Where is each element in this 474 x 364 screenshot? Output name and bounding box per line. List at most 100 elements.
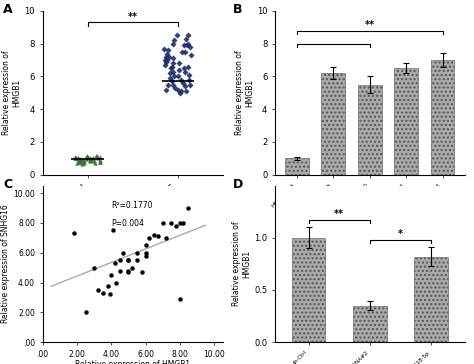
Text: **: ** <box>365 20 375 30</box>
Point <box>87 156 94 162</box>
Point <box>167 65 175 71</box>
Point <box>81 160 88 166</box>
Point <box>186 44 193 50</box>
Point <box>125 268 132 273</box>
Point <box>178 49 186 55</box>
Point <box>138 269 146 275</box>
Point <box>163 59 170 64</box>
Point <box>125 257 132 263</box>
Point <box>175 60 183 66</box>
Text: C: C <box>3 178 12 191</box>
Point <box>84 154 92 160</box>
Bar <box>292 238 325 342</box>
Bar <box>285 158 309 175</box>
Point <box>92 153 100 159</box>
Point <box>182 68 189 75</box>
Point <box>125 257 132 263</box>
Point <box>142 250 149 256</box>
Point <box>94 287 101 293</box>
Point <box>183 42 191 48</box>
Point <box>163 87 170 92</box>
Point <box>86 158 94 164</box>
Point <box>99 290 107 296</box>
Point <box>159 220 166 226</box>
Point <box>169 55 177 61</box>
Point <box>142 253 149 258</box>
Point <box>169 41 176 47</box>
Point <box>180 80 187 86</box>
Point <box>109 228 117 233</box>
Point <box>150 232 158 238</box>
Point <box>89 155 97 161</box>
Point <box>182 36 190 41</box>
Point <box>169 60 177 66</box>
Point <box>174 74 182 79</box>
Text: **: ** <box>334 209 344 219</box>
Point <box>111 260 118 266</box>
Point <box>164 47 172 53</box>
Point <box>82 154 90 159</box>
Point <box>82 309 89 315</box>
Y-axis label: Relative expression of
HMGB1: Relative expression of HMGB1 <box>235 51 254 135</box>
Point <box>78 158 86 164</box>
Text: D: D <box>233 178 244 191</box>
Point <box>178 88 185 94</box>
Point <box>184 64 192 70</box>
Point <box>169 82 176 87</box>
Text: P=0.004: P=0.004 <box>111 218 144 228</box>
Point <box>79 156 86 162</box>
Point <box>74 156 82 162</box>
Point <box>182 83 189 89</box>
Point <box>142 242 149 248</box>
Point <box>113 280 120 285</box>
Point <box>174 87 182 92</box>
Bar <box>353 306 386 342</box>
Text: *: * <box>398 229 403 239</box>
Point <box>76 157 83 162</box>
Point <box>173 223 180 229</box>
Point <box>176 296 184 302</box>
Point <box>76 159 84 165</box>
Point <box>166 70 173 76</box>
Point <box>72 155 80 161</box>
Point <box>161 46 168 51</box>
Bar <box>431 60 455 175</box>
Point <box>78 159 86 165</box>
Point <box>106 292 113 297</box>
Point <box>94 155 101 161</box>
Y-axis label: Relative expression of
HMGB1: Relative expression of HMGB1 <box>232 222 251 306</box>
Point <box>119 250 127 256</box>
Point <box>164 57 171 63</box>
Point <box>97 159 104 165</box>
Point <box>91 160 99 166</box>
Y-axis label: Relative expression of SNHG16: Relative expression of SNHG16 <box>1 205 10 323</box>
Point <box>97 154 104 159</box>
Point <box>71 154 79 159</box>
Point <box>176 220 184 226</box>
Bar <box>358 84 382 175</box>
Point <box>177 77 185 83</box>
Point <box>93 153 100 159</box>
Point <box>177 90 184 96</box>
Point <box>75 159 82 165</box>
Point <box>170 37 178 43</box>
Point <box>84 155 92 161</box>
Point <box>82 156 90 162</box>
Y-axis label: Relative expression of
HMGB1: Relative expression of HMGB1 <box>2 51 22 135</box>
Point <box>180 220 187 226</box>
Point <box>187 82 194 87</box>
Point <box>74 155 82 161</box>
Point <box>161 57 169 63</box>
Point <box>185 77 192 83</box>
Text: A: A <box>3 3 13 16</box>
Point <box>108 272 115 278</box>
Point <box>82 154 90 160</box>
Point <box>116 257 124 263</box>
Point <box>75 157 83 163</box>
Point <box>163 235 170 241</box>
Point <box>90 155 97 161</box>
Point <box>187 52 195 58</box>
Point <box>96 159 104 165</box>
Point <box>74 155 82 161</box>
Point <box>87 157 94 163</box>
